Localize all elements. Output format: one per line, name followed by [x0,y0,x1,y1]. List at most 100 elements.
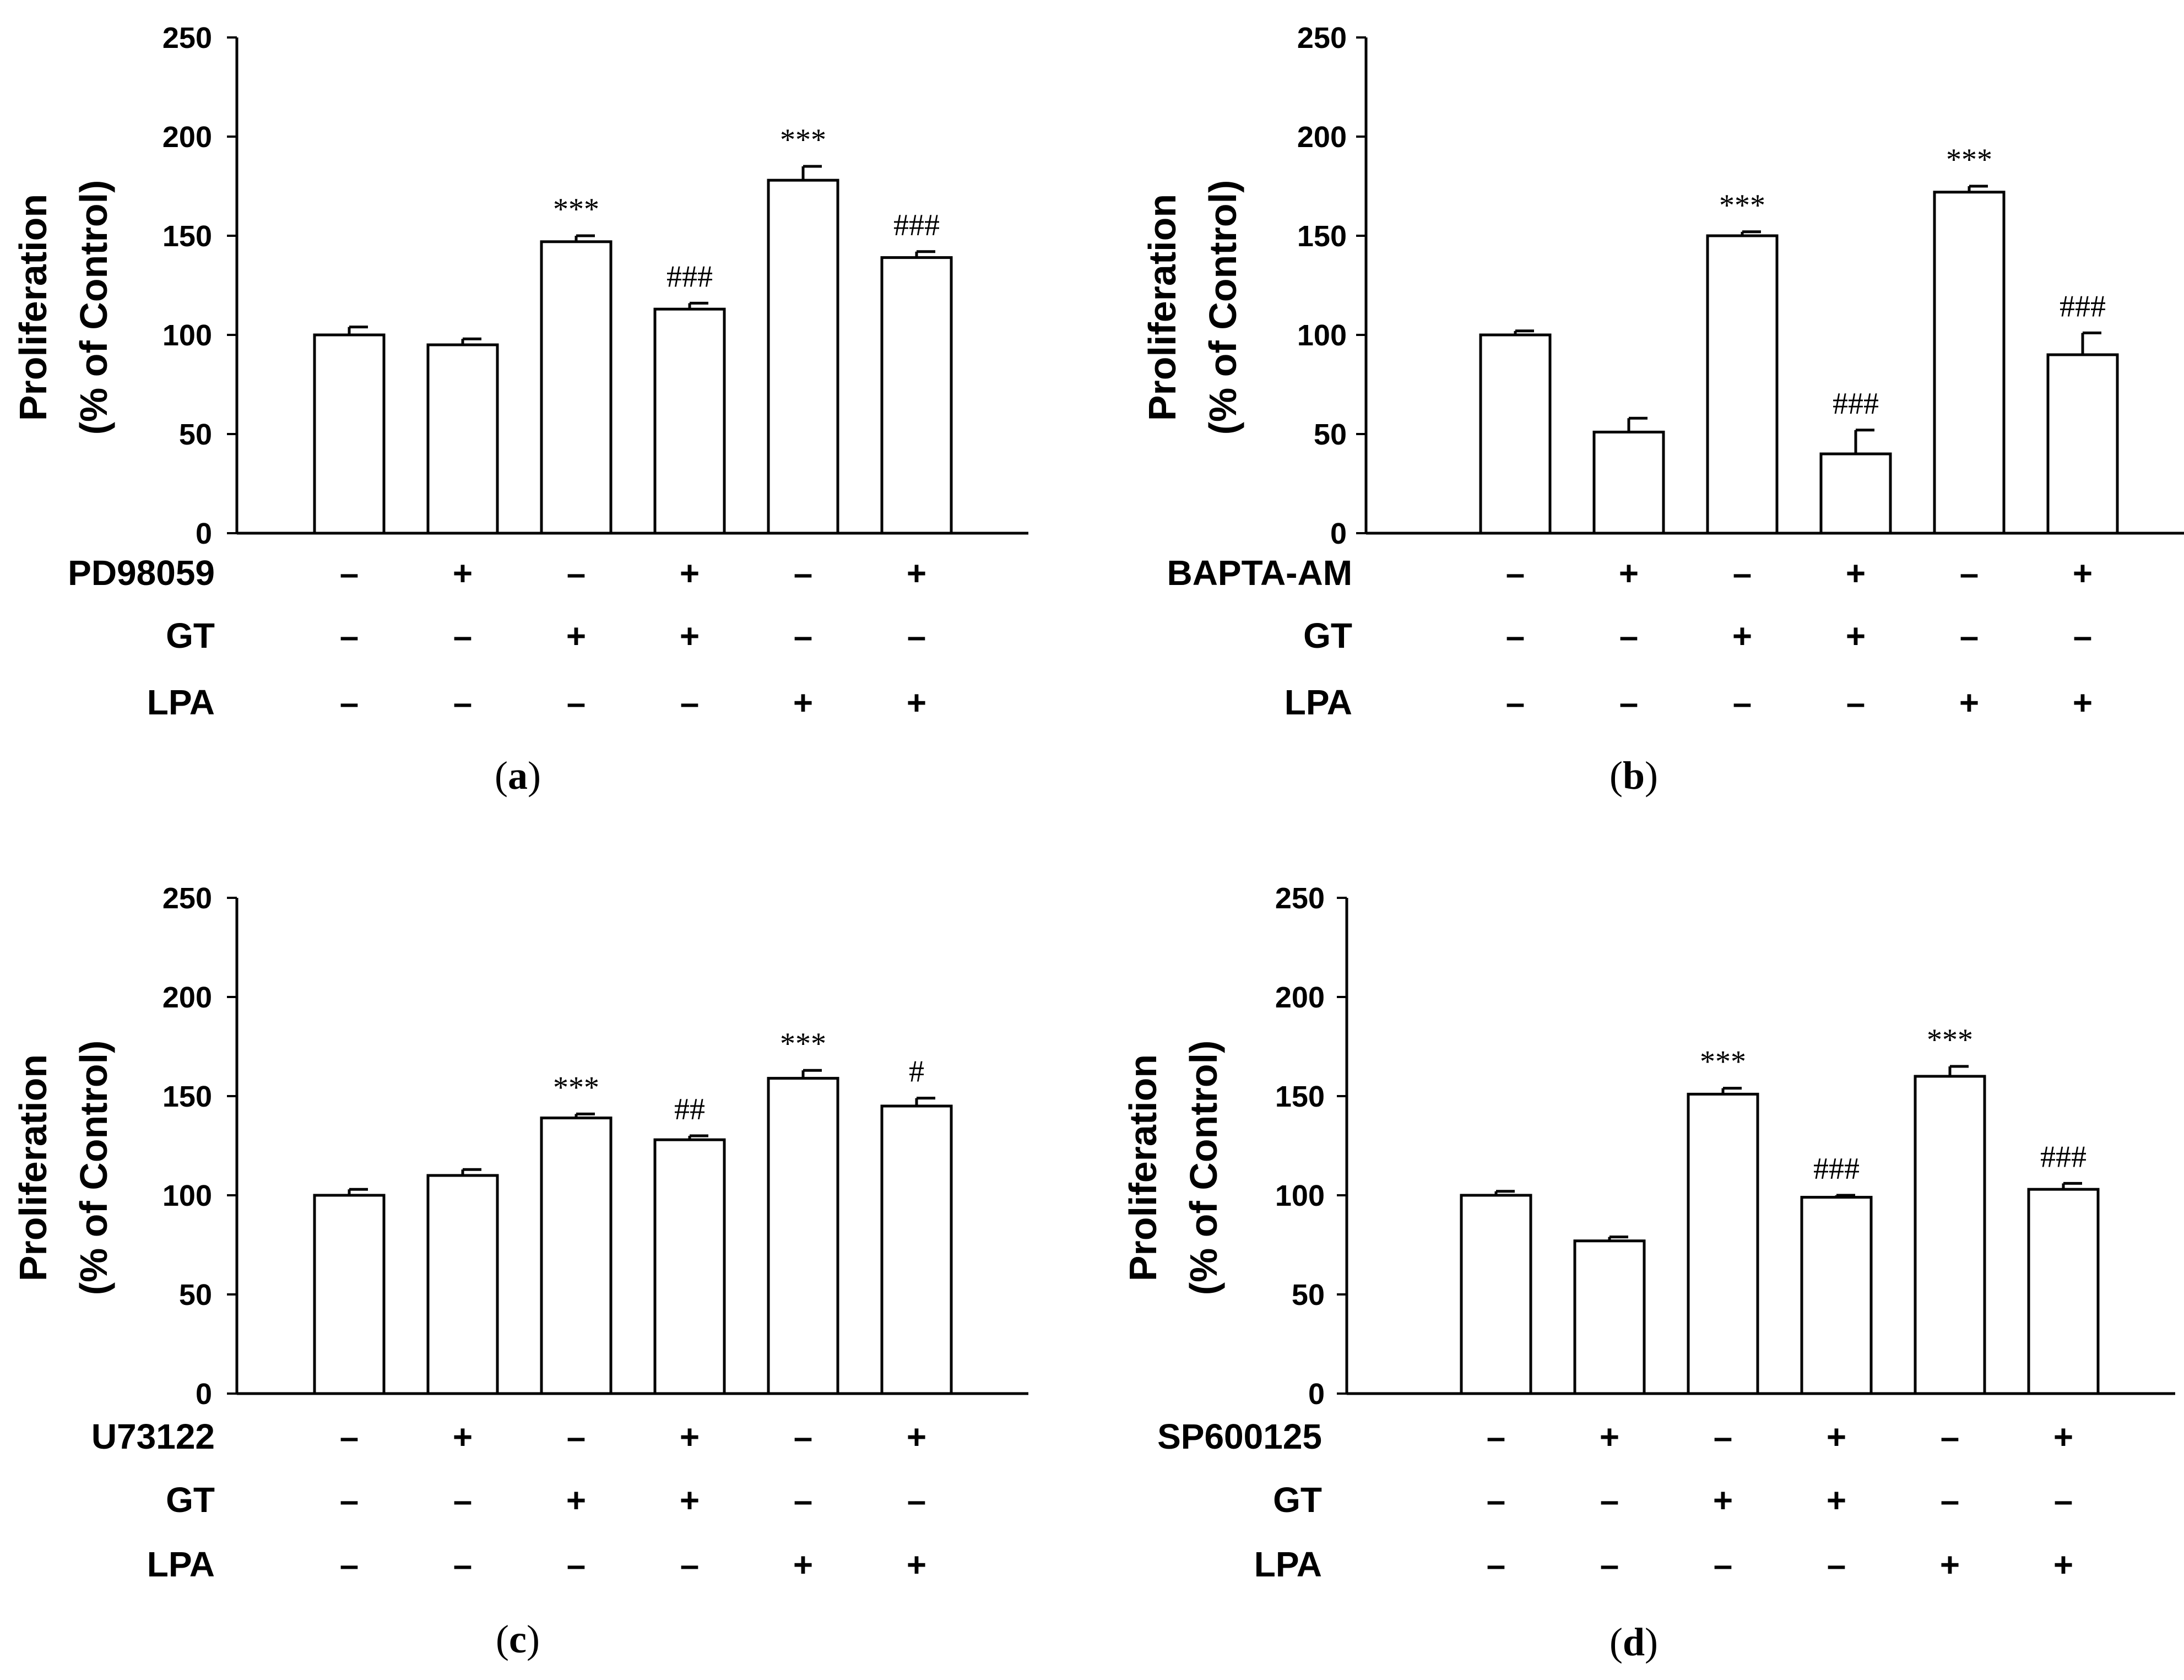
condition-symbol: – [1506,684,1525,722]
bar [1914,1075,1986,1395]
condition-symbol: – [567,1418,586,1456]
condition-symbol: – [1600,1482,1619,1520]
condition-symbol: – [1941,1418,1959,1456]
condition-symbol: – [1506,617,1525,655]
condition-symbol: – [1487,1546,1505,1584]
significance-label: ### [1813,1152,1860,1186]
condition-symbol: – [794,1418,812,1456]
condition-symbol: – [1619,684,1638,722]
condition-symbol: – [567,555,586,593]
condition-symbol: – [1941,1482,1959,1520]
significance-label: *** [553,192,599,226]
bar [426,343,499,535]
condition-symbol: – [453,684,472,722]
bar [1592,430,1665,535]
condition-label: LPA [147,682,215,722]
y-tick-label: 50 [179,418,212,451]
condition-symbol: + [2073,555,2093,593]
condition-symbol: – [1733,555,1752,593]
condition-symbol: – [1846,684,1865,722]
y-tick-label: 200 [162,121,212,154]
y-axis-label-line2: (% of Control) [1182,1040,1225,1296]
condition-symbol: + [1619,555,1639,593]
condition-symbol: + [907,1418,926,1456]
condition-symbol: – [680,1546,699,1584]
condition-label: U73122 [91,1417,215,1456]
condition-symbol: – [340,1482,359,1520]
y-axis-label-line1: Proliferation [12,1054,55,1281]
condition-symbol: + [907,684,926,722]
condition-symbol: – [1506,555,1525,593]
y-tick-label: 100 [1275,1179,1325,1212]
condition-symbol: – [340,684,359,722]
significance-label: *** [1700,1045,1746,1079]
condition-symbol: – [2054,1482,2073,1520]
condition-symbol: – [2073,617,2092,655]
bar [540,240,613,535]
condition-symbol: + [680,555,700,593]
condition-label: GT [1273,1480,1322,1520]
condition-symbol: – [453,617,472,655]
chart-panel-d: 0 50 100 150 200 250 Proliferation (% of Contro… [1121,882,2175,1664]
condition-symbol: – [340,555,359,593]
y-tick-label: 200 [1297,121,1347,154]
bar [653,1138,726,1395]
condition-label: PD98059 [68,553,215,593]
condition-symbol: – [794,1482,812,1520]
condition-label: GT [1303,616,1352,655]
chart-panel-a: 0 50 100 150 200 250 Proliferation (% of Contro… [12,21,1028,798]
condition-symbol: + [566,617,586,655]
condition-symbol: + [1827,1418,1846,1456]
y-tick-label: 100 [162,1179,212,1212]
bar [1573,1239,1646,1395]
condition-label: LPA [147,1544,215,1584]
condition-symbol: + [1732,617,1752,655]
condition-label: GT [166,616,215,655]
condition-symbol: + [1940,1546,1960,1584]
condition-symbol: + [1846,555,1866,593]
condition-symbol: + [2073,684,2093,722]
condition-symbol: + [1713,1482,1733,1520]
y-tick-label: 250 [1297,21,1347,55]
y-axis-label-line2: (% of Control) [1201,180,1244,435]
condition-symbol: + [453,555,473,593]
condition-symbol: + [2053,1418,2073,1456]
condition-symbol: + [566,1482,586,1520]
y-tick-label: 150 [1275,1080,1325,1113]
bar [2046,353,2119,535]
bar [880,256,953,535]
y-tick-label: 150 [162,1080,212,1113]
condition-symbol: – [907,617,926,655]
condition-label: GT [166,1480,215,1520]
y-tick-label: 100 [1297,319,1347,352]
condition-symbol: – [453,1546,472,1584]
significance-label: ### [666,259,713,294]
condition-symbol: + [2053,1546,2073,1584]
bar [1687,1092,1759,1395]
y-axis-label-line2: (% of Control) [72,1040,115,1296]
condition-symbol: – [340,1418,359,1456]
condition-label: BAPTA-AM [1167,553,1352,593]
y-tick-label: 150 [162,220,212,253]
condition-symbol: – [340,1546,359,1584]
condition-label: LPA [1254,1544,1322,1584]
y-tick-label: 0 [1330,517,1347,550]
condition-symbol: – [1827,1546,1846,1584]
bar [767,178,839,535]
significance-label: *** [1927,1023,1973,1057]
significance-label: *** [1946,143,1992,177]
bar [1460,1194,1532,1395]
bar [1479,333,1552,535]
bar [313,1194,386,1395]
condition-symbol: – [340,617,359,655]
y-tick-label: 150 [1297,220,1347,253]
condition-symbol: + [1959,684,1979,722]
condition-symbol: + [907,555,926,593]
bar [540,1117,613,1395]
y-axis-label-line2: (% of Control) [72,180,115,435]
bar [1800,1196,1873,1395]
significance-label: *** [780,123,826,157]
y-tick-label: 100 [162,319,212,352]
y-tick-label: 50 [1314,418,1347,451]
